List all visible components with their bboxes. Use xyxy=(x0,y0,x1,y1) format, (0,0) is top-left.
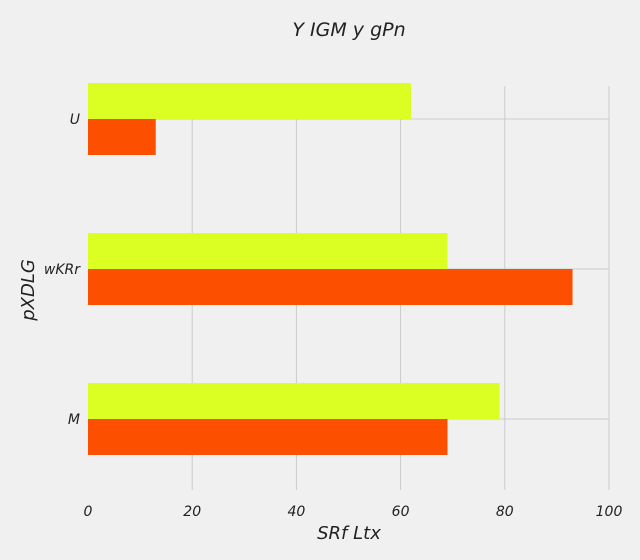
x-axis-label: SRf Ltx xyxy=(317,523,381,544)
x-tick-label: 100 xyxy=(596,504,623,520)
x-tick-label: 20 xyxy=(183,504,201,520)
bar xyxy=(88,419,448,455)
x-tick-label: 0 xyxy=(84,504,93,520)
bar xyxy=(88,383,500,419)
y-tick-label: M xyxy=(68,412,80,428)
x-tick-label: 40 xyxy=(287,504,305,520)
y-axis-label: pXDLG xyxy=(18,259,39,322)
bar xyxy=(88,233,448,269)
y-tick-label: U xyxy=(70,112,80,128)
bar xyxy=(88,83,412,119)
x-tick-label: 80 xyxy=(496,504,514,520)
bars xyxy=(88,83,573,455)
x-tick-label: 60 xyxy=(392,504,410,520)
y-tick-label: wKRr xyxy=(44,262,81,278)
x-tick-labels: 0 20 40 60 80 100 xyxy=(84,504,623,520)
bar xyxy=(88,269,573,305)
bar xyxy=(88,119,156,155)
chart-title: Y IGM y gPn xyxy=(292,19,405,41)
